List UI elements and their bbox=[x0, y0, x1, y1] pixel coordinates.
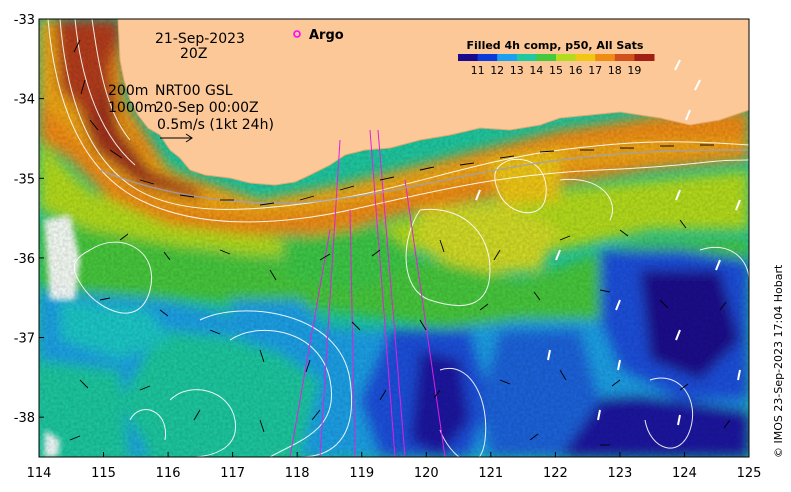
x-tick-label: 120 bbox=[414, 466, 439, 481]
scale-label: 0.5m/s (1kt 24h) bbox=[157, 117, 274, 133]
y-tick-label: -36 bbox=[14, 252, 35, 267]
x-tick-label: 118 bbox=[285, 466, 310, 481]
x-tick-label: 121 bbox=[478, 466, 503, 481]
colorbar-tick-label: 17 bbox=[588, 64, 602, 77]
y-tick-label: -33 bbox=[14, 13, 35, 28]
x-tick-label: 117 bbox=[220, 466, 245, 481]
x-tick-label: 114 bbox=[27, 466, 52, 481]
y-axis: -33 -34 -35 -36 -37 -38 bbox=[14, 13, 44, 426]
colorbar-tick-label: 11 bbox=[471, 64, 485, 77]
y-tick-label: -37 bbox=[14, 332, 35, 347]
colorbar-tick-label: 12 bbox=[490, 64, 504, 77]
x-axis: 114 115 116 117 118 119 120 121 122 123 124 125 bbox=[27, 452, 762, 481]
x-tick-label: 115 bbox=[91, 466, 116, 481]
colorbar bbox=[458, 54, 655, 61]
sst-field: Argo 21-Sep-2023 20Z 200m NRT00 GSL 1000… bbox=[39, 19, 749, 457]
x-tick-label: 123 bbox=[607, 466, 632, 481]
depth1-label: 200m bbox=[108, 83, 148, 99]
colorbar-swatch bbox=[497, 54, 518, 61]
x-tick-label: 122 bbox=[543, 466, 568, 481]
colorbar-title: Filled 4h comp, p50, All Sats bbox=[467, 39, 644, 52]
current-vectors-white bbox=[475, 59, 741, 426]
scale-arrow bbox=[160, 133, 193, 143]
credit-text: © IMOS 23-Sep-2023 17:04 Hobart bbox=[772, 264, 785, 458]
y-tick-label: -34 bbox=[14, 93, 35, 108]
colorbar-swatch bbox=[614, 54, 635, 61]
colorbar-swatch bbox=[595, 54, 616, 61]
x-tick-label: 124 bbox=[672, 466, 697, 481]
plot-frame bbox=[38, 18, 750, 458]
colorbar-tick-label: 13 bbox=[510, 64, 524, 77]
y-tick-label: -35 bbox=[14, 172, 35, 187]
x-tick-label: 125 bbox=[737, 466, 762, 481]
colorbar-swatch bbox=[634, 54, 655, 61]
colorbar-swatch bbox=[516, 54, 537, 61]
colorbar-tick-label: 14 bbox=[529, 64, 543, 77]
argo-label: Argo bbox=[309, 28, 344, 43]
colorbar-tick-label: 19 bbox=[627, 64, 641, 77]
y-tick-label: -38 bbox=[14, 411, 35, 426]
depth2-label: 1000m bbox=[108, 100, 157, 116]
colorbar-swatch bbox=[575, 54, 596, 61]
colorbar-ticks: 11 12 13 14 15 16 17 18 19 bbox=[471, 64, 642, 77]
colorbar-swatch bbox=[536, 54, 557, 61]
colorbar-swatch bbox=[477, 54, 498, 61]
colorbar-tick-label: 15 bbox=[549, 64, 563, 77]
x-tick-label: 116 bbox=[156, 466, 181, 481]
current-vectors bbox=[69, 39, 731, 446]
product-time-label: 20-Sep 00:00Z bbox=[155, 100, 259, 116]
product-label: NRT00 GSL bbox=[155, 83, 233, 99]
time-label: 20Z bbox=[180, 46, 207, 62]
colorbar-tick-label: 18 bbox=[608, 64, 622, 77]
argo-tracks bbox=[289, 129, 446, 457]
colorbar-swatch bbox=[458, 54, 479, 61]
argo-marker bbox=[293, 30, 301, 38]
x-tick-label: 119 bbox=[349, 466, 374, 481]
colorbar-tick-label: 16 bbox=[569, 64, 583, 77]
date-label: 21-Sep-2023 bbox=[155, 31, 245, 47]
colorbar-swatch bbox=[556, 54, 577, 61]
